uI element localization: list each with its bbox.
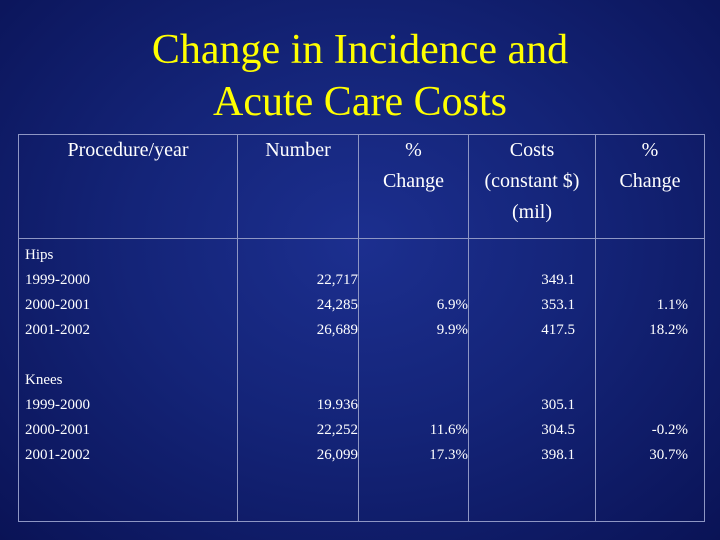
data-table: Procedure/year Number % Change Costs (co… — [18, 134, 705, 522]
header-costs: Costs (constant $) (mil) — [468, 134, 596, 239]
header-pct-symbol: % — [405, 139, 422, 161]
group-name-knees: Knees — [25, 372, 63, 388]
row-year: 1999-2000 — [25, 272, 90, 288]
number-cell: 19.936 — [316, 397, 358, 413]
header-procedure: Procedure/year — [18, 134, 238, 239]
cost-cell: 398.1 — [541, 447, 575, 463]
body-row: Hips 1999-2000 2000-2001 2001-2002 Knees… — [18, 238, 705, 522]
row-year: 2000-2001 — [25, 422, 90, 438]
group-name-hips: Hips — [25, 247, 54, 263]
header-row: Procedure/year Number % Change Costs (co… — [18, 134, 705, 239]
slide-title-line-1: Change in Incidence and — [151, 27, 569, 73]
cost-cell: 304.5 — [541, 422, 575, 438]
slide-title: Change in Incidence and Acute Care Costs — [0, 24, 720, 128]
header-costs-constant: (constant $) — [484, 170, 580, 192]
pct-number-cell: 6.9% — [436, 297, 468, 313]
group-spacer — [596, 368, 688, 393]
header-costs-word: Costs — [509, 139, 555, 161]
pct-number-cell: 11.6% — [429, 422, 468, 438]
row-year: 2001-2002 — [25, 447, 90, 463]
header-number-text: Number — [265, 139, 331, 161]
slide-title-line-2: Acute Care Costs — [213, 79, 507, 125]
empty-cell — [596, 268, 688, 293]
row-year: 2000-2001 — [25, 297, 90, 313]
number-cell: 22,717 — [316, 272, 358, 288]
number-cell: 26,689 — [316, 322, 358, 338]
cost-cell: 305.1 — [541, 397, 575, 413]
header-change-word: Change — [382, 170, 445, 192]
pct-cost-cell: 30.7% — [649, 447, 688, 463]
pct-cost-cell: -0.2% — [651, 422, 688, 438]
empty-cell — [596, 393, 688, 418]
group-spacer — [359, 343, 468, 368]
number-cell: 24,285 — [316, 297, 358, 313]
group-spacer — [25, 343, 237, 368]
cost-cell: 349.1 — [541, 272, 575, 288]
pct-change-cost-column: 1.1% 18.2% -0.2% 30.7% — [595, 238, 705, 522]
row-year: 2001-2002 — [25, 322, 90, 338]
group-spacer — [469, 343, 575, 368]
header-pct-change-cost: % Change — [595, 134, 705, 239]
pct-cost-cell: 18.2% — [649, 322, 688, 338]
number-cell: 22,252 — [316, 422, 358, 438]
cost-column: 349.1 353.1 417.5 305.1 304.5 398.1 — [468, 238, 596, 522]
group-spacer — [359, 368, 468, 393]
pct-number-cell: 9.9% — [436, 322, 468, 338]
number-cell: 26,099 — [316, 447, 358, 463]
row-year: 1999-2000 — [25, 397, 90, 413]
header-number: Number — [237, 134, 359, 239]
empty-cell — [359, 268, 468, 293]
number-column: 22,717 24,285 26,689 19.936 22,252 26,09… — [237, 238, 359, 522]
group-spacer — [238, 368, 358, 393]
header-pct-symbol-2: % — [641, 139, 659, 161]
cost-cell: 417.5 — [541, 322, 575, 338]
procedure-year-column: Hips 1999-2000 2000-2001 2001-2002 Knees… — [18, 238, 238, 522]
group-spacer — [238, 343, 358, 368]
pct-change-number-column: 6.9% 9.9% 11.6% 17.3% — [358, 238, 469, 522]
header-change-word-2: Change — [619, 170, 681, 192]
header-pct-change-number: % Change — [358, 134, 469, 239]
group-spacer — [469, 368, 575, 393]
header-costs-mil: (mil) — [512, 201, 552, 223]
pct-cost-cell: 1.1% — [656, 297, 688, 313]
cost-cell: 353.1 — [541, 297, 575, 313]
header-procedure-text: Procedure/year — [67, 139, 189, 161]
group-spacer — [596, 343, 688, 368]
empty-cell — [359, 393, 468, 418]
pct-number-cell: 17.3% — [429, 447, 468, 463]
